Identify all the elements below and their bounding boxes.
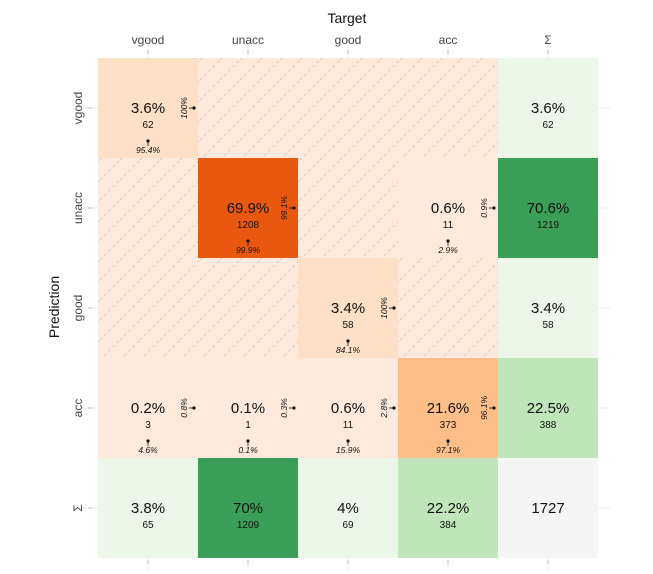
cell-column-percentage: 95.4% (136, 145, 161, 155)
cell-row-percentage: 96.1% (479, 396, 489, 421)
cell-count: 1208 (237, 220, 260, 231)
cell-count: 11 (343, 420, 354, 431)
matrix-cell (398, 458, 498, 558)
zero-cell-hatching (398, 258, 498, 358)
axes: Target Prediction vgood unacc good acc Σvgoo… (46, 10, 552, 564)
cell-row-percentage: 0.3% (279, 398, 289, 418)
y-tick-label: acc (71, 399, 85, 418)
cell-percentage: 4% (337, 500, 359, 517)
cell-count: 58 (342, 320, 354, 331)
cell-percentage: 21.6% (427, 400, 470, 417)
cell-row-percentage: 99.1% (279, 196, 289, 221)
pointer-dot (492, 406, 496, 410)
matrix-cells (98, 58, 598, 558)
pointer-dot (392, 306, 396, 310)
pointer-dot (292, 406, 296, 410)
y-tick-label: good (71, 295, 85, 322)
matrix-labels: 3.6% 62 100% 95.4% 3.6% 62 69.9% 1208 99.1% 99.9%… (131, 97, 569, 531)
cell-count: 69 (342, 520, 354, 531)
matrix-cell (498, 358, 598, 458)
cell-percentage: 70% (233, 500, 263, 517)
cell-count: 373 (440, 420, 457, 431)
pointer-dot (192, 106, 196, 110)
y-tick-label: vgood (71, 92, 85, 125)
x-tick-label: acc (439, 33, 458, 47)
cell-percentage: 0.6% (431, 200, 465, 217)
cell-percentage: 69.9% (227, 200, 270, 217)
cell-percentage: 22.5% (527, 400, 570, 417)
cell-count: 58 (542, 320, 554, 331)
cell-percentage: 3.4% (531, 300, 565, 317)
pointer-dot (246, 439, 250, 443)
cell-count: 1 (245, 420, 251, 431)
cell-column-percentage: 15.9% (336, 445, 361, 455)
cell-percentage: 0.1% (231, 400, 265, 417)
matrix-cell (98, 458, 198, 558)
matrix-cell (498, 58, 598, 158)
zero-cell-hatching (398, 58, 498, 158)
cell-column-percentage: 0.1% (238, 445, 258, 455)
pointer-dot (192, 406, 196, 410)
cell-row-percentage: 100% (179, 97, 189, 119)
y-tick-label: Σ (71, 504, 85, 511)
cell-count: 62 (142, 120, 154, 131)
cell-row-percentage: 2.8% (379, 398, 389, 419)
cell-column-percentage: 84.1% (336, 345, 361, 355)
matrix-cell (498, 458, 598, 558)
cell-percentage: 3.6% (531, 100, 565, 117)
cell-count: 388 (540, 420, 557, 431)
matrix-cell (298, 458, 398, 558)
pointer-dot (392, 406, 396, 410)
matrix-cell (498, 158, 598, 258)
cell-count: 3 (145, 420, 151, 431)
cell-count: 384 (440, 520, 457, 531)
cell-count: 1209 (237, 520, 260, 531)
cell-column-percentage: 4.6% (138, 445, 158, 455)
x-tick-label: Σ (544, 33, 551, 47)
pointer-dot (292, 206, 296, 210)
cell-percentage: 70.6% (527, 200, 570, 217)
x-tick-label: unacc (232, 33, 264, 47)
cell-column-percentage: 97.1% (436, 445, 461, 455)
cell-column-percentage: 2.9% (437, 245, 458, 255)
matrix-cell (198, 458, 298, 558)
pointer-dot (446, 439, 450, 443)
cell-percentage: 0.2% (131, 400, 165, 417)
cell-count: 1219 (537, 220, 560, 231)
zero-cell-hatching (198, 58, 298, 158)
zero-cell-hatching (298, 58, 398, 158)
cell-percentage: 22.2% (427, 500, 470, 517)
x-axis-title: Target (328, 10, 367, 26)
pointer-dot (146, 139, 150, 143)
pointer-dot (146, 439, 150, 443)
grand-total-value: 1727 (531, 500, 564, 517)
matrix-cell (498, 258, 598, 358)
zero-cell-hatching (98, 158, 198, 258)
cell-percentage: 3.8% (131, 500, 165, 517)
zero-cell-hatching (198, 258, 298, 358)
cell-count: 65 (142, 520, 154, 531)
cell-count: 62 (542, 120, 554, 131)
cell-percentage: 0.6% (331, 400, 365, 417)
x-tick-label: vgood (132, 33, 165, 47)
y-axis-title: Prediction (46, 276, 62, 338)
cell-percentage: 3.6% (131, 100, 165, 117)
pointer-dot (492, 206, 496, 210)
cell-row-percentage: 0.9% (479, 198, 489, 218)
cell-percentage: 3.4% (331, 300, 365, 317)
y-tick-label: unacc (71, 192, 85, 224)
cell-column-percentage: 99.9% (236, 245, 261, 255)
cell-row-percentage: 100% (379, 297, 389, 319)
pointer-dot (346, 339, 350, 343)
x-tick-label: good (335, 33, 362, 47)
zero-cell-hatching (98, 258, 198, 358)
pointer-dot (446, 239, 450, 243)
pointer-dot (246, 239, 250, 243)
cell-count: 11 (443, 220, 454, 231)
cell-row-percentage: 0.8% (179, 398, 189, 418)
pointer-dot (346, 439, 350, 443)
zero-cell-hatching (298, 158, 398, 258)
